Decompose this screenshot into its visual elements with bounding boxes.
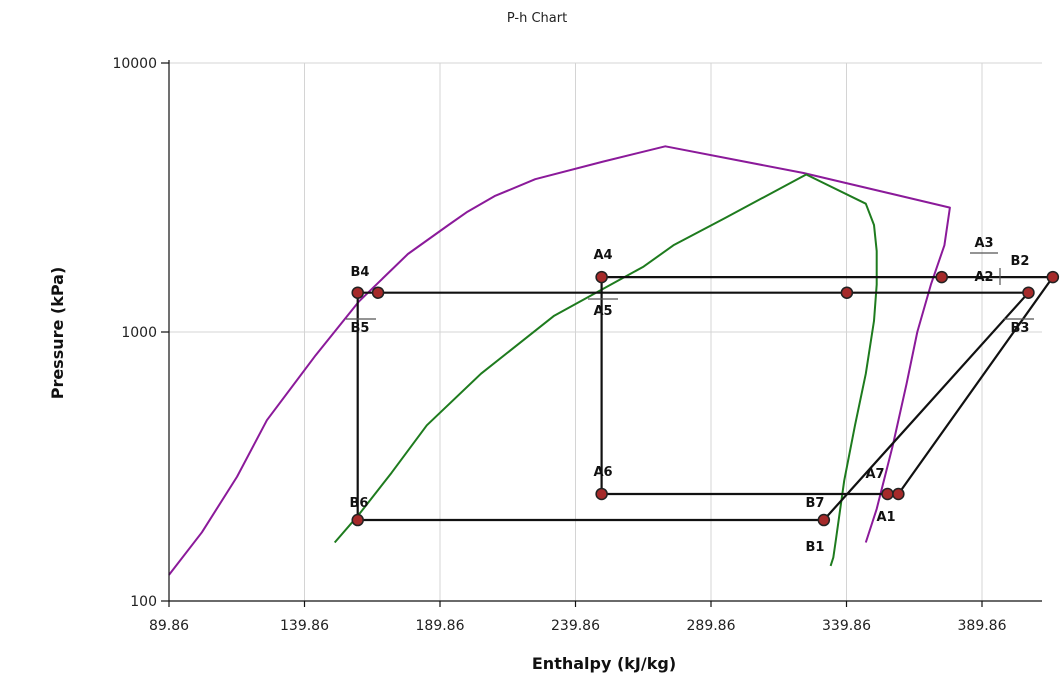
- state-point-label: B3: [1011, 321, 1030, 336]
- state-point-marker: [371, 286, 385, 299]
- state-point-marker: [351, 286, 364, 299]
- y-axis-title: Pressure (kPa): [48, 267, 67, 400]
- state-point-label: B2: [1011, 254, 1030, 269]
- state-point-marker: [935, 270, 948, 284]
- state-point-label: B1: [806, 540, 825, 555]
- y-tick-label: 1000: [121, 325, 157, 341]
- series-line-1: [168, 145, 951, 576]
- y-tick-label: 100: [130, 594, 157, 610]
- series-line-3: [356, 291, 1030, 522]
- state-point-label: A1: [876, 510, 895, 525]
- state-point-marker: [1046, 270, 1060, 284]
- state-point-label: B5: [351, 321, 370, 336]
- state-point-label: A5: [593, 304, 612, 319]
- state-point-label: A6: [593, 465, 612, 480]
- state-point-marker: [595, 487, 608, 501]
- state-point-marker: [817, 513, 831, 527]
- state-point-marker: [840, 286, 854, 299]
- state-point-marker: [892, 487, 905, 501]
- marker-layer: [351, 270, 1060, 527]
- state-point-marker: [881, 487, 894, 501]
- x-tick-label: 189.86: [416, 618, 465, 634]
- x-tick-label: 339.86: [822, 618, 871, 634]
- state-point-marker: [595, 270, 608, 284]
- x-tick-label: 239.86: [551, 618, 600, 634]
- state-point-label: B7: [806, 496, 825, 511]
- chart-title: P-h Chart: [507, 11, 567, 26]
- state-point-label: A2: [974, 270, 993, 285]
- x-axis-title: Enthalpy (kJ/kg): [532, 654, 676, 673]
- state-point-label: B4: [351, 265, 370, 280]
- series-line-2: [333, 173, 878, 567]
- state-point-label: A7: [865, 467, 884, 482]
- state-point-marker: [351, 513, 364, 527]
- state-point-label: A3: [974, 236, 993, 251]
- state-point-label: A4: [593, 248, 612, 263]
- x-tick-label: 289.86: [687, 618, 736, 634]
- point-label-layer: A1 A2 A3 A4 A5 A6 A7 B1 B2 B3 B4 B5 B6 B7: [346, 236, 1034, 555]
- x-tick-label: 139.86: [280, 618, 329, 634]
- series-line-4: [600, 276, 1054, 496]
- series-layer: [168, 145, 1054, 576]
- axis-layer: 89.86 139.86 189.86 239.86 289.86 339.86 389.8…: [112, 56, 1042, 634]
- x-tick-label: 89.86: [149, 618, 189, 634]
- grid-layer: [168, 62, 1042, 602]
- y-tick-label: 10000: [112, 56, 157, 72]
- state-point-marker: [1022, 286, 1035, 299]
- state-point-label: B6: [350, 496, 369, 511]
- x-tick-label: 389.86: [958, 618, 1007, 634]
